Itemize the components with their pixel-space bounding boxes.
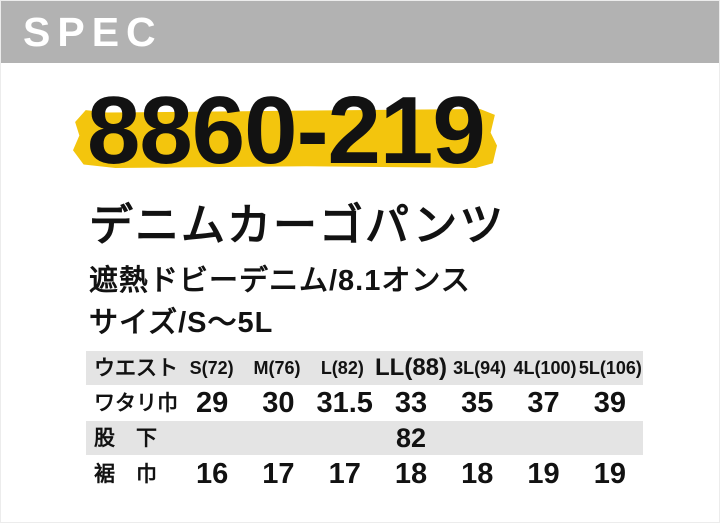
row-label-inseam: 股 下: [94, 426, 157, 450]
spec-banner: SPEC: [1, 1, 719, 63]
hem-width-s: 16: [196, 457, 229, 490]
table-row-thigh-width: ワタリ巾 29 30 31.5 33 35 37 39: [86, 385, 643, 421]
col-header-l: L(82): [320, 358, 364, 378]
thigh-width-4l: 37: [527, 386, 560, 419]
col-header-m: M(76): [253, 358, 301, 378]
hem-width-5l: 19: [593, 457, 626, 490]
col-header-5l: 5L(106): [578, 358, 642, 378]
thigh-width-3l: 35: [461, 386, 494, 419]
thigh-width-l: 31.5: [316, 386, 373, 419]
spec-banner-title: SPEC: [23, 8, 163, 55]
hem-width-m: 17: [262, 457, 295, 490]
table-header-row: ウエスト S(72) M(76) L(82) LL(88) 3L(94) 4L(…: [86, 351, 643, 385]
hem-width-3l: 18: [461, 457, 494, 490]
product-material: 遮熱ドビーデニム/8.1オンス: [89, 265, 471, 297]
size-spec-table: ウエスト S(72) M(76) L(82) LL(88) 3L(94) 4L(…: [86, 351, 643, 493]
row-label-thigh-width: ワタリ巾: [94, 391, 178, 415]
hem-width-ll: 18: [394, 457, 428, 490]
col-header-ll: LL(88): [375, 354, 447, 381]
marker-highlight: [73, 109, 497, 168]
thigh-width-ll: 33: [394, 386, 428, 419]
table-row-inseam: 股 下 82: [86, 421, 643, 455]
hem-width-4l: 19: [527, 457, 560, 490]
product-size-range: サイズ/S〜5L: [89, 307, 274, 339]
product-name: デニムカーゴパンツ: [89, 201, 506, 250]
thigh-width-s: 29: [196, 386, 229, 419]
table-row-hem-width: 裾 巾 16 17 17 18 18 19 19: [86, 455, 643, 493]
col-header-4l: 4L(100): [513, 358, 577, 378]
row-label-hem-width: 裾 巾: [94, 462, 157, 486]
col-header-s: S(72): [189, 358, 234, 378]
thigh-width-m: 30: [262, 386, 295, 419]
product-code: 8860-219: [87, 77, 486, 184]
thigh-width-5l: 39: [593, 386, 626, 419]
hem-width-l: 17: [328, 457, 361, 490]
col-header-waist: ウエスト: [94, 356, 178, 380]
col-header-3l: 3L(94): [453, 358, 507, 378]
inseam-ll: 82: [395, 422, 427, 453]
